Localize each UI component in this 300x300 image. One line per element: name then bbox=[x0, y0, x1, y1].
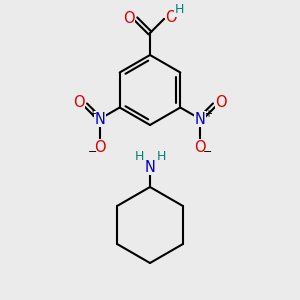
Text: N: N bbox=[94, 112, 105, 127]
Text: −: − bbox=[202, 147, 212, 157]
Text: O: O bbox=[123, 11, 135, 26]
Text: N: N bbox=[145, 160, 155, 175]
Text: O: O bbox=[194, 140, 206, 154]
Text: −: − bbox=[88, 147, 98, 157]
Text: H: H bbox=[156, 149, 166, 163]
Text: N: N bbox=[195, 112, 206, 127]
Text: H: H bbox=[175, 3, 184, 16]
Text: +: + bbox=[204, 109, 212, 119]
Text: O: O bbox=[94, 140, 106, 154]
Text: H: H bbox=[134, 149, 144, 163]
Text: +: + bbox=[88, 109, 96, 119]
Text: O: O bbox=[73, 95, 84, 110]
Text: O: O bbox=[216, 95, 227, 110]
Text: O: O bbox=[165, 11, 177, 26]
